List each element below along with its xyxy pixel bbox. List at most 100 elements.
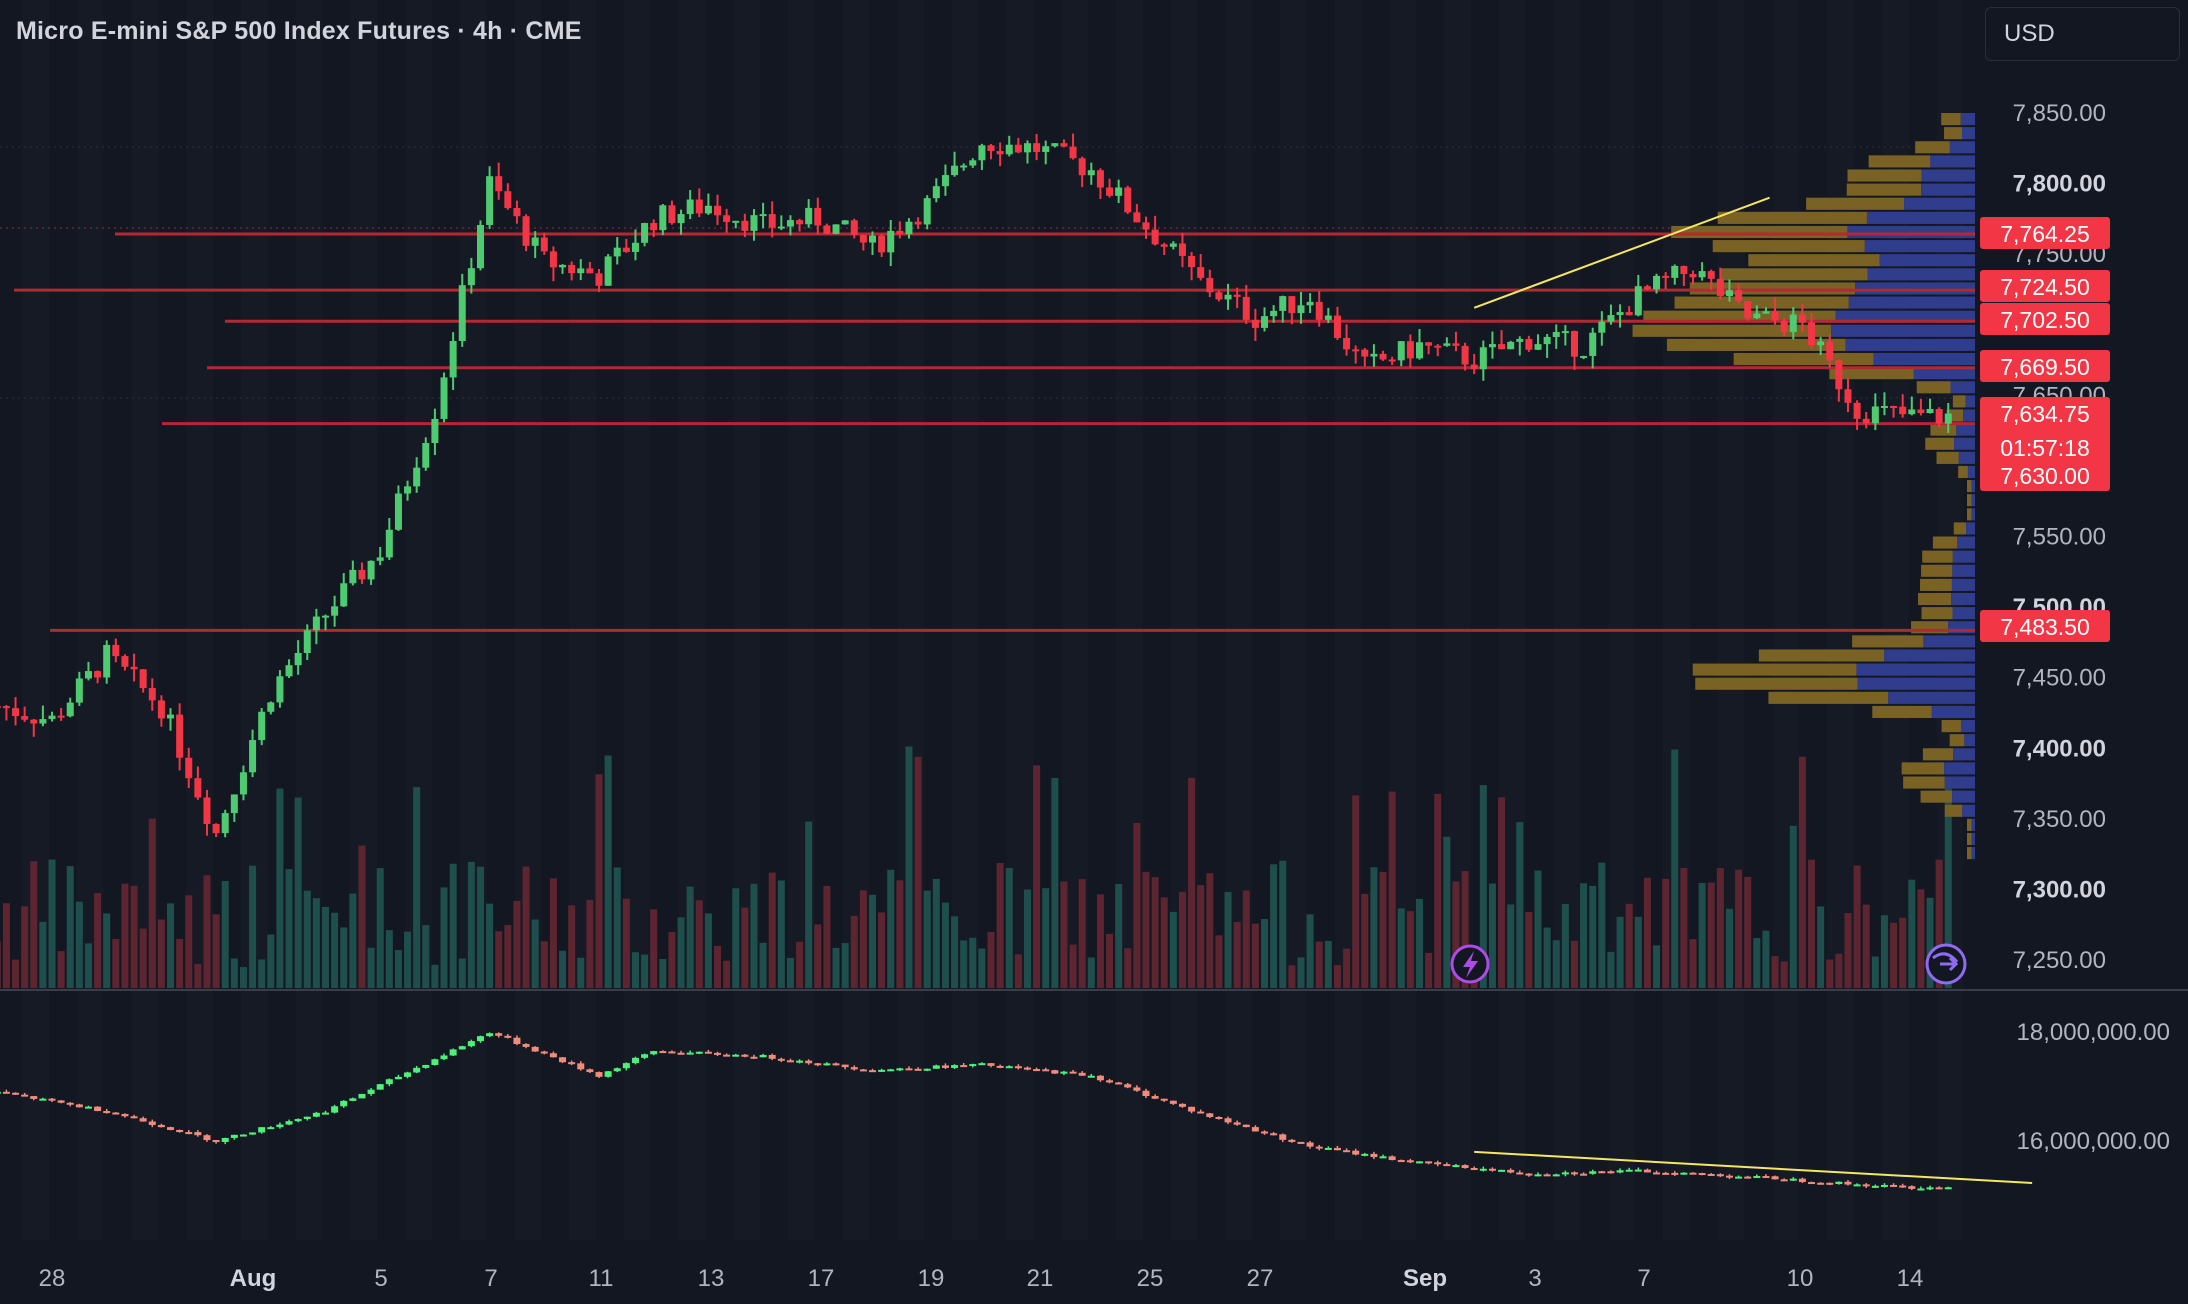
indicator-candle: [1251, 1125, 1259, 1132]
volume-bar: [1242, 890, 1250, 988]
indicator-candle: [1461, 1164, 1469, 1169]
volume-profile-bar: [1952, 607, 1975, 620]
price-candle: [1561, 325, 1569, 346]
volume-bar: [741, 907, 749, 988]
price-trendline[interactable]: [1473, 196, 1770, 309]
volume-profile-bar: [1944, 762, 1975, 775]
price-candle: [1406, 334, 1414, 368]
indicator-candle: [1926, 1185, 1934, 1191]
price-candle: [1452, 331, 1460, 352]
price-candle: [677, 209, 685, 235]
volume-bar: [221, 881, 229, 988]
volume-bar: [586, 899, 594, 988]
volume-bar: [1388, 791, 1396, 988]
price-candle: [1370, 344, 1378, 367]
price-candle: [1151, 215, 1159, 246]
indicator-candle: [814, 1062, 822, 1067]
indicator-candle: [157, 1123, 165, 1128]
indicator-candle: [176, 1129, 184, 1133]
price-candle: [1616, 304, 1624, 328]
price-candle: [75, 671, 83, 706]
indicator-tick-label: 18,000,000.00: [2017, 1019, 2170, 1046]
indicator-candle: [1297, 1141, 1305, 1144]
svg-text:7,483.50: 7,483.50: [2000, 614, 2090, 640]
volume-bar: [203, 875, 211, 988]
time-axis[interactable]: 28 Aug 5 7 11 13 17 19 21 25 27 Sep 3 7 10 14: [39, 1265, 1924, 1292]
currency-selector[interactable]: USD: [1985, 7, 2180, 61]
indicator-candle: [595, 1071, 603, 1078]
volume-bar: [1580, 883, 1588, 988]
volume-profile: [1632, 113, 1975, 860]
volume-bar: [249, 865, 257, 988]
indicator-candle: [322, 1110, 329, 1115]
price-candle: [1552, 324, 1560, 349]
volume-bar: [21, 906, 29, 988]
price-candle: [1880, 392, 1888, 416]
price-candle: [1716, 267, 1724, 300]
volume-profile-bar: [1856, 663, 1975, 676]
volume-profile-bar: [1941, 113, 1961, 126]
price-candle: [404, 480, 412, 501]
indicator-candle: [1279, 1133, 1287, 1143]
price-candle: [431, 408, 439, 456]
volume-bar: [1507, 904, 1515, 988]
volume-bar: [832, 947, 840, 988]
volume-bar: [1570, 940, 1578, 988]
volume-bar: [1224, 891, 1232, 988]
price-candle: [1023, 140, 1031, 164]
volume-bar: [1780, 961, 1788, 988]
volume-profile-bar: [1848, 296, 1975, 309]
indicator-candle: [1625, 1167, 1633, 1172]
volume-profile-bar: [1922, 748, 1954, 761]
indicator-candle: [1169, 1100, 1177, 1105]
volume-bar: [1716, 868, 1724, 988]
price-candle: [1169, 241, 1177, 250]
price-candle: [1534, 334, 1542, 351]
price-candle: [1233, 287, 1241, 309]
price-candle: [258, 707, 266, 746]
price-candle: [48, 711, 56, 722]
volume-bar: [1561, 904, 1569, 988]
indicator-candle: [221, 1137, 229, 1145]
price-candle: [905, 218, 913, 239]
volume-profile-bar: [1971, 494, 1975, 507]
volume-profile-bar: [1954, 437, 1975, 450]
volume-bar: [1935, 859, 1943, 988]
volume-profile-bar: [1857, 677, 1975, 690]
price-candle: [167, 708, 175, 731]
price-candle: [185, 747, 193, 789]
volume-profile-bar: [1831, 324, 1975, 337]
indicator-trendline[interactable]: [1474, 1150, 2033, 1184]
volume-profile-bar: [1855, 282, 1975, 295]
price-candle: [1142, 216, 1150, 239]
indicator-candle: [522, 1043, 530, 1049]
volume-profile-bar: [1971, 832, 1975, 846]
volume-bar: [823, 885, 831, 988]
volume-profile-bar: [1952, 550, 1975, 563]
price-candle: [631, 229, 639, 261]
indicator-candle: [1416, 1161, 1423, 1164]
lightning-icon[interactable]: [1450, 944, 1490, 984]
indicator-candle: [1261, 1130, 1269, 1135]
price-candle: [1434, 344, 1442, 357]
indicator-axis[interactable]: 18,000,000.00 16,000,000.00: [2017, 1019, 2170, 1155]
indicator-candle: [704, 1049, 712, 1054]
volume-bar: [1762, 930, 1770, 988]
indicator-candle: [1343, 1148, 1351, 1153]
scroll-to-realtime-icon[interactable]: [1925, 943, 1967, 985]
price-candle: [413, 457, 421, 493]
volume-bar: [1023, 889, 1031, 988]
price-candle: [467, 257, 475, 294]
trendlines[interactable]: [1473, 196, 2033, 1184]
volume-profile-bar: [1951, 592, 1975, 606]
indicator-candle: [276, 1122, 284, 1129]
volume-bar: [1397, 908, 1405, 988]
volume-bar: [686, 886, 694, 988]
indicator-candle: [476, 1035, 484, 1043]
price-candle: [604, 254, 612, 286]
indicator-candle: [859, 1068, 867, 1072]
price-candle: [723, 208, 731, 233]
price-tick-label: 7,300.00: [2013, 876, 2106, 903]
price-candle: [1589, 327, 1597, 369]
